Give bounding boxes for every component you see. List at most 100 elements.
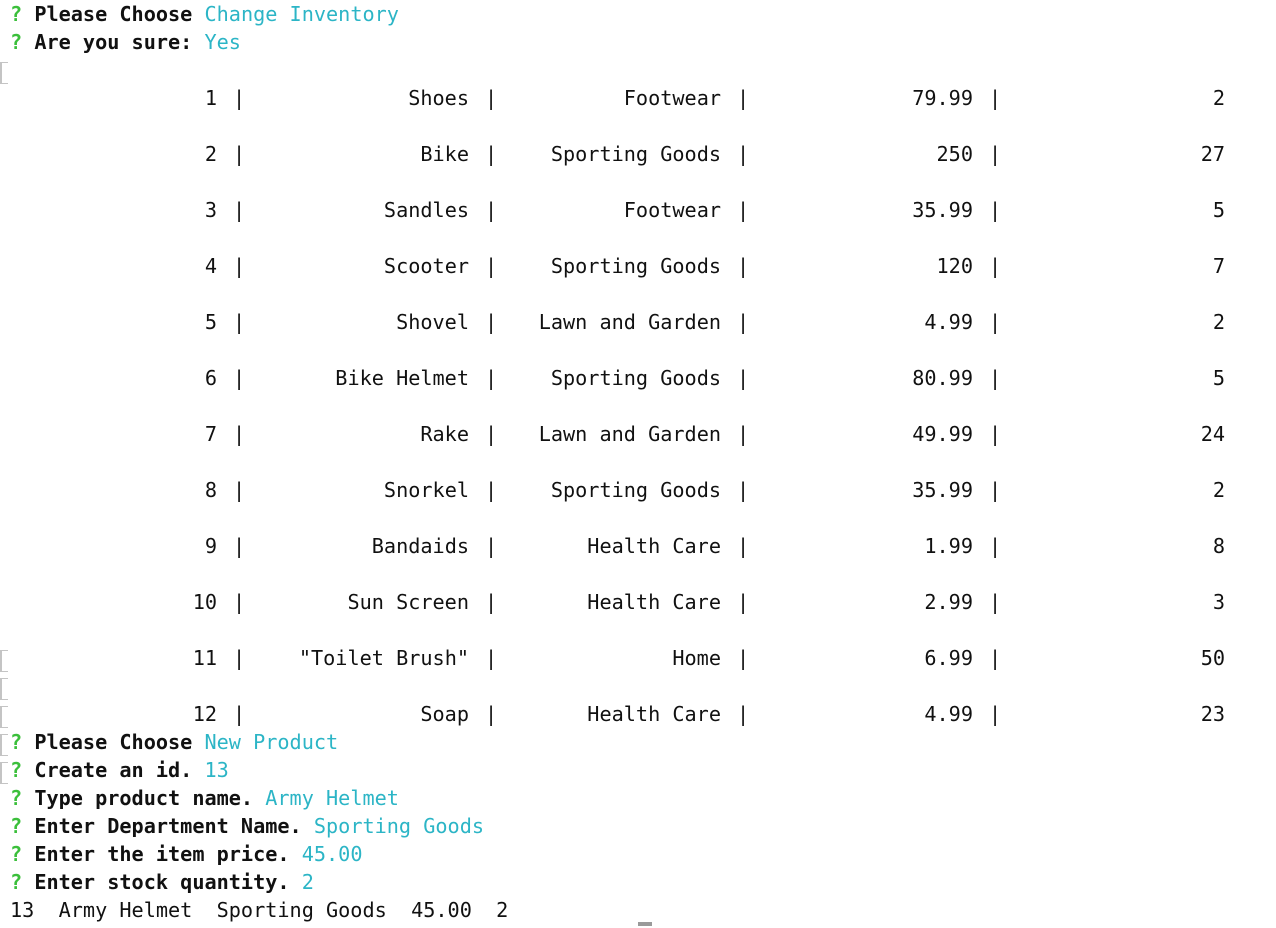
cell-name: Scooter — [383, 254, 469, 278]
cell-price: 250 — [936, 142, 973, 166]
line-marker — [0, 678, 8, 700]
column-separator: | — [485, 422, 498, 446]
prompt-answer: New Product — [204, 730, 339, 754]
cell-price: 79.99 — [912, 86, 973, 110]
table-row: 12 | Soap | Health Care | 4.99 | 23 — [0, 700, 1276, 728]
table-row: 10 | Sun Screen | Health Care | 2.99 | 3 — [0, 588, 1276, 616]
column-separator: | — [233, 310, 246, 334]
cell-name: "Toilet Brush" — [298, 646, 469, 670]
line-marker — [0, 62, 8, 84]
cell-id: 9 — [204, 534, 217, 558]
prompt-mark: ? — [10, 2, 23, 26]
cell-quantity: 24 — [1200, 422, 1225, 446]
column-separator: | — [485, 590, 498, 614]
cell-department: Footwear — [623, 198, 721, 222]
prompt-mark: ? — [10, 730, 23, 754]
column-separator: | — [233, 646, 246, 670]
cell-price: 120 — [936, 254, 973, 278]
table-row: 5 | Shovel | Lawn and Garden | 4.99 | 2 — [0, 308, 1276, 336]
column-separator: | — [233, 254, 246, 278]
cell-quantity: 2 — [1212, 86, 1225, 110]
prompt-mark: ? — [10, 870, 23, 894]
column-separator: | — [485, 310, 498, 334]
column-separator: | — [989, 254, 1002, 278]
cell-department: Home — [672, 646, 721, 670]
cell-id: 12 — [192, 702, 217, 726]
column-separator: | — [989, 198, 1002, 222]
table-row: 4 | Scooter | Sporting Goods | 120 | 7 — [0, 252, 1276, 280]
column-separator: | — [485, 198, 498, 222]
cell-name: Bike Helmet — [335, 366, 469, 390]
prompt-line: ? Enter Department Name. Sporting Goods — [10, 812, 484, 840]
cell-id: 4 — [204, 254, 217, 278]
prompt-line: ? Are you sure: Yes — [10, 28, 241, 56]
cell-price: 1.99 — [924, 534, 973, 558]
column-separator: | — [485, 478, 498, 502]
table-row: 2 | Bike | Sporting Goods | 250 | 27 — [0, 140, 1276, 168]
column-separator: | — [233, 142, 246, 166]
cell-price: 35.99 — [912, 478, 973, 502]
column-separator: | — [737, 310, 750, 334]
cell-quantity: 27 — [1200, 142, 1225, 166]
cell-department: Health Care — [587, 534, 721, 558]
cell-price: 4.99 — [924, 702, 973, 726]
table-row: 9 | Bandaids | Health Care | 1.99 | 8 — [0, 532, 1276, 560]
column-separator: | — [233, 422, 246, 446]
table-row: 3 | Sandles | Footwear | 35.99 | 5 — [0, 196, 1276, 224]
cell-department: Sporting Goods — [550, 142, 721, 166]
column-separator: | — [737, 422, 750, 446]
column-separator: | — [233, 198, 246, 222]
prompt-line: ? Type product name. Army Helmet — [10, 784, 399, 812]
cell-id: 8 — [204, 478, 217, 502]
column-separator: | — [233, 366, 246, 390]
column-separator: | — [989, 422, 1002, 446]
cell-id: 1 — [204, 86, 217, 110]
cell-id: 2 — [204, 142, 217, 166]
column-separator: | — [737, 702, 750, 726]
column-separator: | — [737, 254, 750, 278]
column-separator: | — [233, 86, 246, 110]
column-separator: | — [737, 86, 750, 110]
column-separator: | — [989, 478, 1002, 502]
column-separator: | — [737, 478, 750, 502]
column-separator: | — [737, 366, 750, 390]
prompt-answer: Sporting Goods — [313, 814, 485, 838]
cell-name: Snorkel — [383, 478, 469, 502]
prompt-label: Enter the item price. — [34, 842, 290, 866]
cell-quantity: 2 — [1212, 310, 1225, 334]
column-separator: | — [485, 142, 498, 166]
cell-department: Health Care — [587, 702, 721, 726]
table-row: 11 | "Toilet Brush" | Home | 6.99 | 50 — [0, 644, 1276, 672]
prompt-answer: 2 — [301, 870, 314, 894]
table-row: 7 | Rake | Lawn and Garden | 49.99 | 24 — [0, 420, 1276, 448]
column-separator: | — [485, 702, 498, 726]
table-row: 8 | Snorkel | Sporting Goods | 35.99 | 2 — [0, 476, 1276, 504]
prompt-mark: ? — [10, 30, 23, 54]
prompt-label: Create an id. — [34, 758, 193, 782]
column-separator: | — [989, 702, 1002, 726]
cell-id: 10 — [192, 590, 217, 614]
cell-quantity: 5 — [1212, 366, 1225, 390]
cell-price: 4.99 — [924, 310, 973, 334]
cell-name: Shovel — [396, 310, 469, 334]
prompt-answer: 13 — [204, 758, 229, 782]
line-marker — [0, 762, 8, 784]
cell-department: Lawn and Garden — [538, 422, 721, 446]
column-separator: | — [989, 310, 1002, 334]
cell-quantity: 7 — [1212, 254, 1225, 278]
prompt-mark: ? — [10, 814, 23, 838]
cell-id: 7 — [204, 422, 217, 446]
cell-id: 5 — [204, 310, 217, 334]
prompt-line: ? Please Choose Change Inventory — [10, 0, 399, 28]
prompt-label: Type product name. — [34, 786, 254, 810]
column-separator: | — [989, 646, 1002, 670]
column-separator: | — [233, 534, 246, 558]
cell-price: 80.99 — [912, 366, 973, 390]
cell-name: Shoes — [408, 86, 469, 110]
prompt-mark: ? — [10, 786, 23, 810]
column-separator: | — [737, 534, 750, 558]
column-separator: | — [233, 478, 246, 502]
column-separator: | — [233, 702, 246, 726]
cell-name: Bandaids — [371, 534, 469, 558]
